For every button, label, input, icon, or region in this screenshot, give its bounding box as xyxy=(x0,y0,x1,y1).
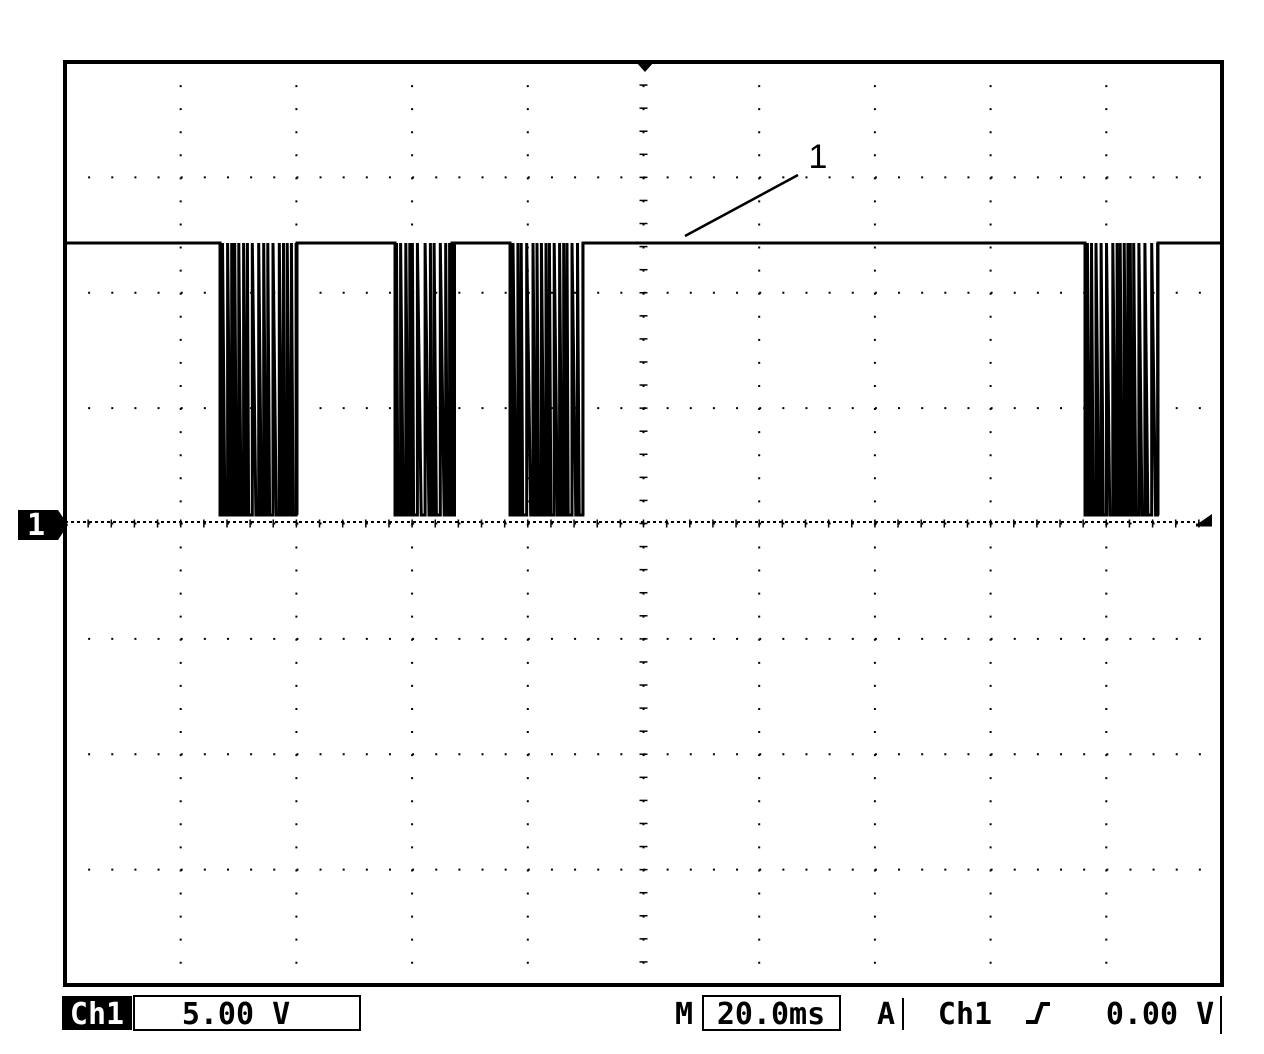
annotation-label: 1 xyxy=(809,138,828,176)
trigger-mode: A xyxy=(877,997,895,1032)
timebase-box xyxy=(702,995,841,1031)
channel-marker-arrow xyxy=(58,510,68,540)
vertical-scale: 5.00 V xyxy=(182,997,290,1032)
timebase: 20.0ms xyxy=(717,997,825,1032)
channel-marker-box xyxy=(18,510,58,540)
channel-badge xyxy=(62,996,132,1030)
channel-marker: 1 xyxy=(27,508,45,543)
channel-label: Ch1 xyxy=(70,997,124,1032)
trigger-level: 0.00 V xyxy=(1106,997,1214,1032)
timebase-prefix: M xyxy=(675,997,693,1032)
waveform xyxy=(65,241,1222,523)
trigger-slope-icon xyxy=(1026,1002,1050,1024)
signal-trace xyxy=(65,241,1222,517)
trigger-source: Ch1 xyxy=(938,997,992,1032)
scale-box xyxy=(133,995,361,1031)
graticule xyxy=(64,61,1223,986)
annotation-leader xyxy=(684,173,799,238)
trigger-position-marker xyxy=(636,62,654,72)
